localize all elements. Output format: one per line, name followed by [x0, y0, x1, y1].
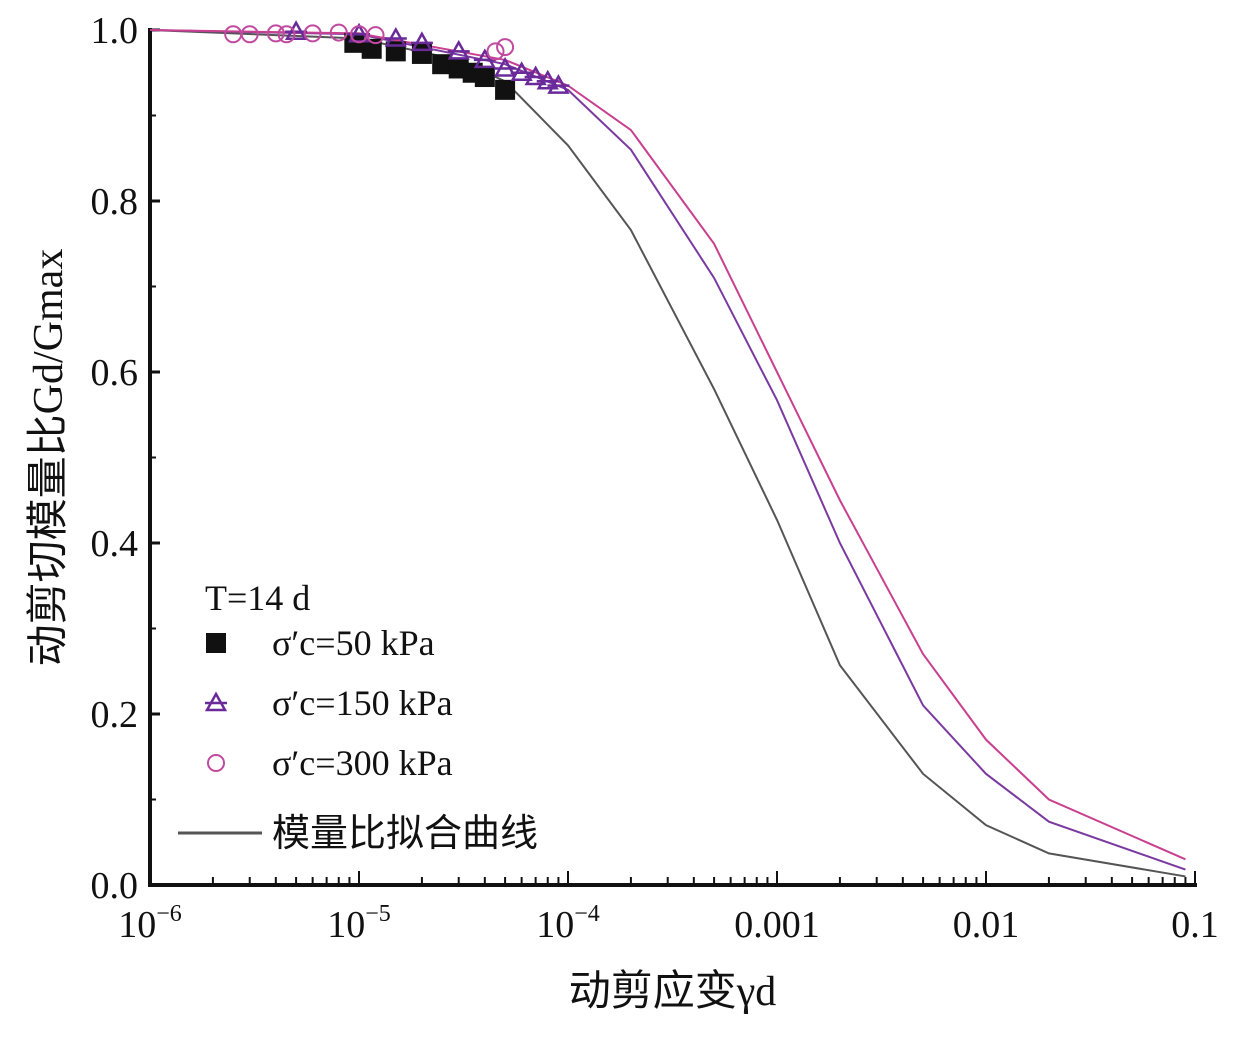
data-point-triangle	[493, 56, 517, 77]
data-point-triangle	[384, 27, 407, 47]
x-tick-label: 0.1	[1171, 904, 1219, 946]
data-point-triangle	[524, 65, 547, 86]
x-tick-label: 10−6	[118, 901, 182, 946]
x-tick-label: 10−5	[327, 901, 391, 946]
data-point-triangle	[410, 31, 434, 52]
data-point-triangle	[473, 48, 496, 69]
legend-label: σ′c=50 kPa	[272, 623, 435, 663]
data-point-circle	[486, 42, 505, 61]
data-point-circle	[496, 38, 515, 57]
data-point-square	[474, 67, 495, 88]
legend-marker-triangle	[204, 691, 228, 712]
data-point-triangle	[284, 20, 308, 40]
y-tick-label: 0.2	[91, 694, 139, 736]
data-point-triangle	[547, 74, 570, 94]
y-tick-label: 0.0	[91, 865, 139, 907]
legend-label: σ′c=150 kPa	[272, 683, 453, 723]
data-point-circle	[366, 26, 385, 45]
data-point-circle	[329, 23, 348, 42]
data-point-circle	[277, 25, 296, 44]
data-point-circle	[303, 24, 322, 43]
data-point-circle	[266, 24, 285, 43]
y-tick-label: 0.6	[91, 352, 139, 394]
y-tick-label: 0.8	[91, 181, 139, 223]
x-tick-label: 0.01	[953, 904, 1020, 946]
data-point-square	[495, 79, 516, 100]
legend-title: T=14 d	[205, 578, 310, 618]
legend-label: σ′c=300 kPa	[272, 743, 453, 783]
y-tick-label: 0.4	[91, 523, 139, 565]
data-point-square	[432, 54, 453, 75]
data-point-square	[344, 32, 365, 53]
y-axis-label: 动剪切模量比Gd/Gmax	[26, 249, 72, 667]
data-point-triangle	[510, 61, 533, 81]
legend-label: 模量比拟合曲线	[272, 813, 538, 855]
fit-curve-2	[149, 29, 1186, 861]
x-tick-label: 10−4	[536, 901, 600, 946]
legend-marker-circle	[207, 754, 225, 772]
legend-marker-square	[206, 633, 226, 653]
data-point-circle	[240, 25, 259, 44]
y-tick-label: 1.0	[91, 10, 139, 52]
x-tick-label: 0.001	[734, 904, 820, 946]
data-point-triangle	[447, 39, 470, 60]
x-axis-label: 动剪应变γd	[569, 968, 777, 1015]
